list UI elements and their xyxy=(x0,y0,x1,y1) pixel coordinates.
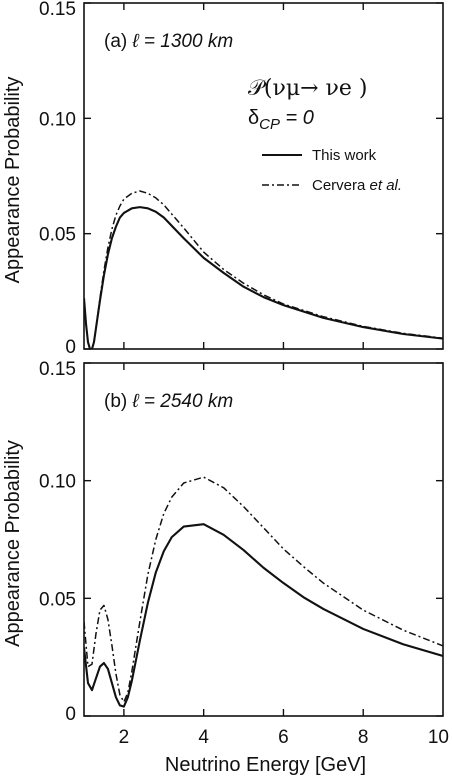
x-tick-label: 10 xyxy=(428,727,449,748)
x-tick-label: 4 xyxy=(198,727,209,748)
panel-letter: (a) xyxy=(104,31,133,52)
baseline-label: ℓ = 1300 km xyxy=(132,31,234,52)
x-tick-label: 2 xyxy=(119,727,130,748)
x-tick-label: 8 xyxy=(358,727,369,748)
y-tick-label: 0.15 xyxy=(39,359,76,380)
series-line-cervera xyxy=(84,190,443,349)
legend-label-main: This work xyxy=(312,147,377,164)
delta-subscript: CP xyxy=(259,116,280,133)
formula-delta: δCP = 0 xyxy=(248,107,314,133)
delta-value: = 0 xyxy=(280,107,314,129)
plot-frame xyxy=(83,2,444,350)
formula-probability: 𝒫(νμ→ νe ) xyxy=(248,76,368,101)
legend-label-italic: et al. xyxy=(370,177,403,194)
panel-label: (a) ℓ = 1300 km xyxy=(104,31,233,52)
y-tick-label: 0 xyxy=(65,337,76,358)
series-line-cervera xyxy=(84,476,443,703)
y-axis-title: Appearance Probability xyxy=(2,440,24,647)
panel-a: 0 0.05 0.10 0.15 Appearance Probability (a) ℓ… xyxy=(2,0,444,358)
legend-label-main: Cervera xyxy=(312,177,370,194)
panel-label: (b) ℓ = 2540 km xyxy=(104,391,233,412)
y-tick-label: 0.10 xyxy=(39,109,76,130)
y-tick-label: 0.05 xyxy=(39,589,76,610)
x-axis-title: Neutrino Energy [GeV] xyxy=(165,754,366,776)
y-tick-label: 0.15 xyxy=(39,0,76,20)
panel-letter: (b) xyxy=(104,391,133,412)
series-line-this-work xyxy=(84,523,443,708)
legend-label: Cervera et al. xyxy=(312,177,402,194)
series-line-this-work xyxy=(84,206,443,349)
x-tick-label: 6 xyxy=(278,727,289,748)
y-axis-title: Appearance Probability xyxy=(2,77,24,284)
baseline-label: ℓ = 2540 km xyxy=(132,391,234,412)
y-tick-label: 0.05 xyxy=(39,225,76,246)
plot-frame xyxy=(83,362,444,717)
legend-label: This work xyxy=(312,147,377,164)
panel-b: 0 0.05 0.10 0.15 2 4 6 8 10 Appearance Probabilit… xyxy=(2,359,449,776)
y-tick-label: 0.10 xyxy=(39,472,76,493)
delta-symbol: δ xyxy=(248,107,259,129)
y-tick-label: 0 xyxy=(65,704,76,725)
